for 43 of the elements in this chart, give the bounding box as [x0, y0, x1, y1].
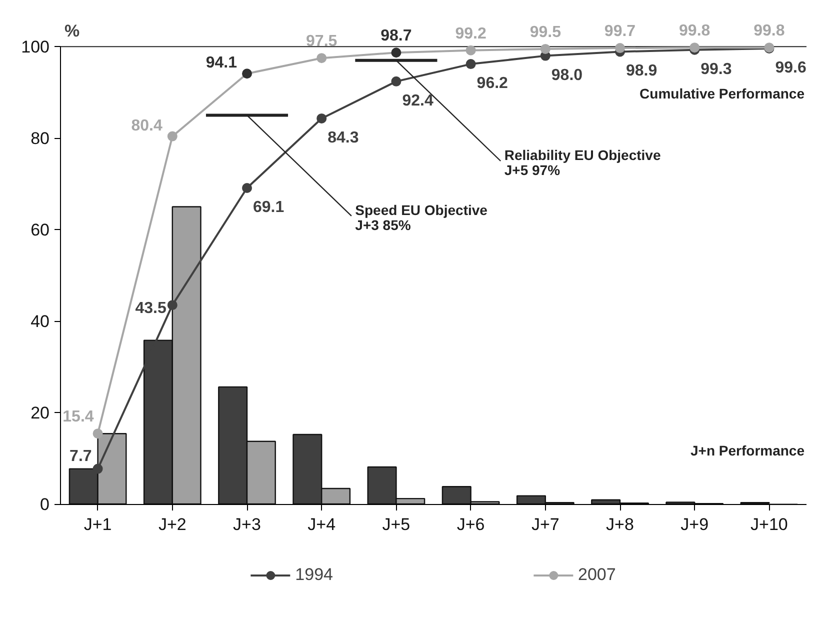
x-tick-label: J+7: [531, 515, 560, 534]
x-tick-label: J+1: [84, 515, 112, 534]
ref-line-label: Reliability EU Objective J+5 97%: [504, 147, 661, 178]
data-label: 69.1: [253, 198, 284, 216]
x-tick-label: J+3: [233, 515, 261, 534]
data-label: 43.5: [135, 300, 166, 318]
data-label: 99.8: [754, 22, 785, 40]
data-label: 92.4: [402, 92, 434, 110]
data-label: 99.8: [679, 22, 710, 40]
data-label: 98.0: [551, 66, 583, 84]
x-tick-label: J+9: [680, 515, 709, 534]
x-tick-label: J+8: [606, 515, 634, 534]
y-tick-label: 0: [40, 495, 50, 514]
annotation: J+n Performance: [690, 442, 805, 458]
data-label: 84.3: [328, 129, 359, 146]
data-label: 99.2: [455, 25, 486, 42]
y-tick-label: 60: [30, 220, 50, 240]
ref-line-label: Speed EU Objective J+3 85%: [355, 202, 488, 233]
x-tick-label: J+2: [158, 515, 186, 534]
data-label: 99.3: [700, 60, 732, 78]
y-tick-label: 40: [30, 312, 50, 332]
data-label: 99.7: [604, 23, 636, 40]
data-label: 80.4: [131, 117, 162, 134]
y-tick-label: 100: [21, 38, 50, 57]
annotation: Cumulative Performance: [640, 86, 805, 102]
data-label: 15.4: [62, 408, 94, 426]
data-label: 99.6: [775, 59, 806, 76]
x-tick-label: J+4: [308, 515, 336, 534]
data-label: 96.2: [476, 75, 508, 92]
legend-label: 2007: [578, 565, 616, 585]
y-axis-title: %: [64, 22, 80, 41]
x-tick-label: J+10: [750, 515, 788, 534]
data-label: 99.5: [530, 24, 562, 41]
y-tick-label: 80: [30, 129, 50, 148]
data-label: 97.5: [306, 33, 338, 50]
data-label: 98.9: [626, 62, 658, 80]
y-tick-label: 20: [30, 404, 50, 423]
x-tick-label: J+6: [456, 515, 485, 534]
legend-label: 1994: [295, 565, 333, 585]
data-label: 7.7: [70, 448, 92, 465]
x-tick-label: J+5: [382, 515, 410, 534]
data-label: 98.7: [380, 28, 412, 45]
data-label: 94.1: [206, 54, 238, 72]
